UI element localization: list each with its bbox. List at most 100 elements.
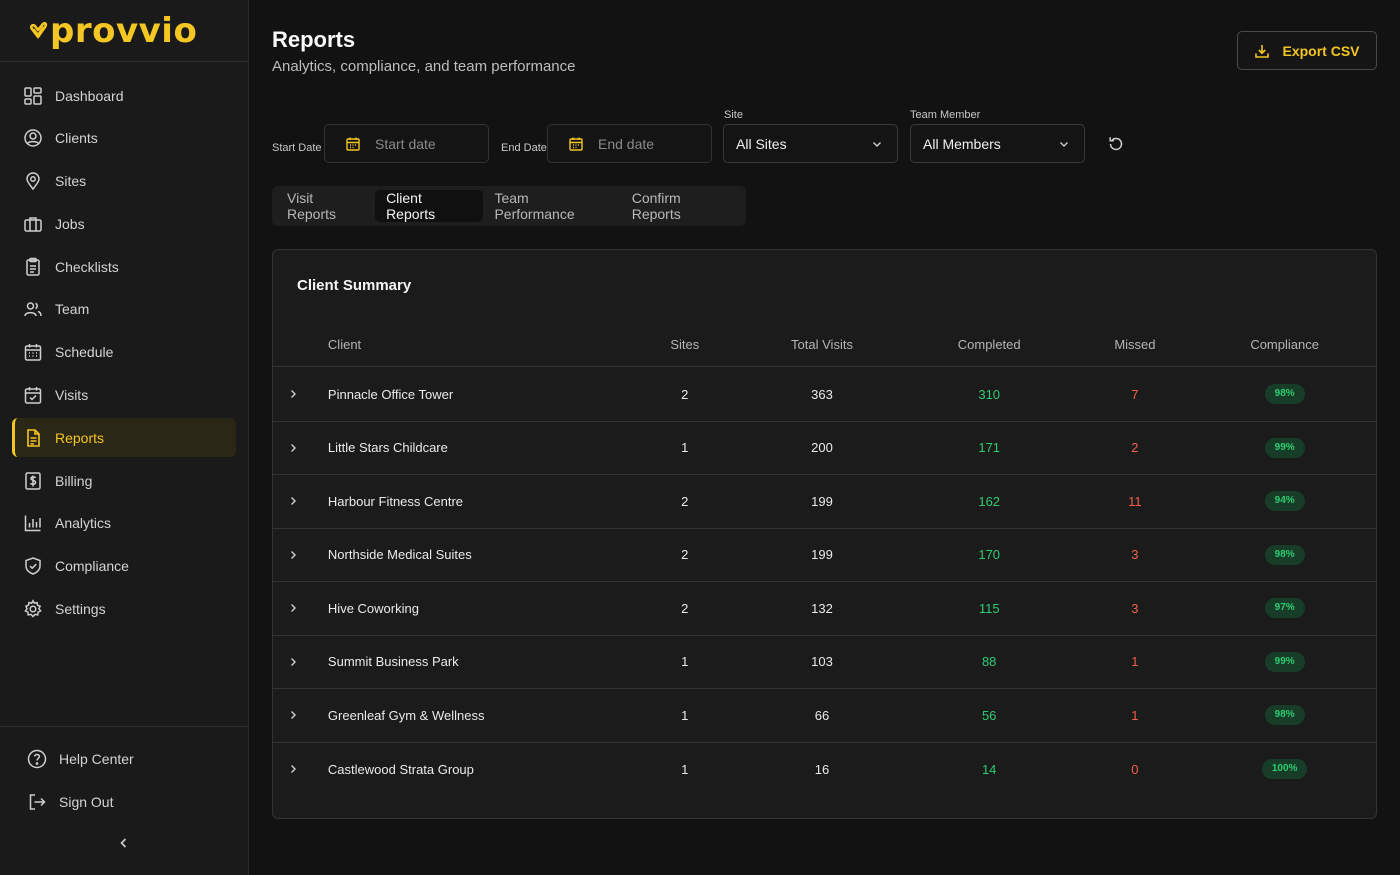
site-select[interactable]: All Sites — [723, 124, 898, 163]
end-date-input[interactable]: End date — [547, 124, 712, 163]
client-name: Summit Business Park — [327, 654, 459, 670]
download-icon — [1255, 44, 1270, 58]
client-name: Pinnacle Office Tower — [327, 386, 454, 402]
sidebar-item-checklists[interactable]: Checklists — [12, 247, 236, 286]
table-row[interactable]: Pinnacle Office Tower 2 363 310 7 98% — [273, 368, 1376, 422]
sidebar-item-sites[interactable]: Sites — [12, 162, 236, 201]
start-date-input[interactable]: Start date — [324, 124, 489, 163]
help-center-label: Help Center — [59, 750, 134, 767]
file-text-icon — [27, 429, 40, 447]
export-csv-button[interactable]: Export CSV — [1237, 31, 1377, 70]
column-header-completed: Completed — [957, 336, 1021, 352]
compliance-badge: 98% — [1264, 384, 1305, 405]
help-center-link[interactable]: Help Center — [0, 737, 248, 780]
chevron-down-icon — [873, 141, 881, 147]
logo-check-icon — [30, 21, 48, 38]
tab-confirm-reports[interactable]: Confirm Reports — [631, 190, 681, 222]
sidebar-item-billing[interactable]: Billing — [12, 461, 236, 500]
completed-count: 170 — [978, 547, 1001, 563]
sidebar-item-visits[interactable]: Visits — [12, 376, 236, 415]
sidebar-item-schedule[interactable]: Schedule — [12, 333, 236, 372]
expand-row-button[interactable] — [273, 549, 313, 561]
table-row[interactable]: Summit Business Park 1 103 88 1 99% — [273, 636, 1376, 689]
expand-row-button[interactable] — [273, 709, 313, 721]
expand-row-button[interactable] — [273, 442, 313, 454]
compliance-badge: 100% — [1261, 759, 1308, 780]
client-name: Greenleaf Gym & Wellness — [327, 707, 485, 723]
missed-count: 7 — [1131, 386, 1139, 402]
client-name: Hive Coworking — [327, 600, 419, 616]
sidebar-item-dashboard[interactable]: Dashboard — [12, 76, 236, 115]
briefcase-icon — [24, 217, 42, 232]
client-name: Northside Medical Suites — [327, 547, 472, 563]
sign-out-label: Sign Out — [59, 793, 114, 810]
dashboard-icon — [24, 86, 42, 105]
table-row[interactable]: Castlewood Strata Group 1 16 14 0 100% — [273, 743, 1376, 797]
sites-count: 2 — [681, 547, 689, 563]
sidebar-item-team[interactable]: Team — [12, 290, 236, 329]
completed-count: 56 — [981, 707, 997, 723]
sidebar-item-label: Visits — [55, 387, 89, 404]
sites-count: 2 — [681, 386, 689, 402]
sidebar-item-compliance[interactable]: Compliance — [12, 547, 236, 586]
compliance-badge: 99% — [1264, 651, 1305, 672]
sidebar-item-settings[interactable]: Settings — [12, 590, 236, 629]
total-visits: 16 — [814, 761, 830, 777]
tab-client-reports[interactable]: Client Reports — [375, 190, 484, 222]
table-row[interactable]: Greenleaf Gym & Wellness 1 66 56 1 98% — [273, 689, 1376, 743]
start-date-label: Start Date — [272, 142, 322, 154]
user-circle-icon — [24, 129, 42, 148]
map-pin-icon — [26, 172, 40, 191]
logo[interactable]: provvio — [0, 0, 248, 62]
completed-count: 162 — [978, 493, 1001, 509]
table-row[interactable]: Little Stars Childcare 1 200 171 2 99% — [273, 422, 1376, 475]
table-row[interactable]: Hive Coworking 2 132 115 3 97% — [273, 582, 1376, 636]
sign-out-button[interactable]: Sign Out — [0, 780, 248, 823]
export-csv-label: Export CSV — [1282, 42, 1360, 59]
expand-row-button[interactable] — [273, 656, 313, 668]
card-title: Client Summary — [297, 277, 412, 294]
compliance-badge: 97% — [1264, 598, 1305, 619]
chevron-right-icon — [290, 497, 296, 506]
sidebar-item-clients[interactable]: Clients — [12, 119, 236, 158]
sidebar-item-label: Clients — [55, 130, 98, 147]
reset-filters-button[interactable] — [1106, 134, 1126, 154]
expand-row-button[interactable] — [273, 763, 313, 775]
chevron-down-icon — [1060, 141, 1068, 147]
missed-count: 1 — [1131, 707, 1139, 723]
sidebar-item-label: Compliance — [55, 558, 129, 575]
brand-name: provvio — [50, 10, 198, 51]
table-row[interactable]: Northside Medical Suites 2 199 170 3 98% — [273, 529, 1376, 582]
table-header: Client Sites Total Visits Completed Miss… — [273, 322, 1376, 367]
sidebar-footer: Help Center Sign Out — [0, 726, 248, 848]
site-filter-label: Site — [724, 109, 743, 121]
expand-row-button[interactable] — [273, 602, 313, 614]
sites-count: 1 — [681, 654, 689, 670]
sites-count: 2 — [681, 493, 689, 509]
sidebar-item-analytics[interactable]: Analytics — [12, 504, 236, 543]
missed-count: 2 — [1131, 440, 1139, 456]
sidebar-item-jobs[interactable]: Jobs — [12, 204, 236, 243]
client-name: Castlewood Strata Group — [327, 761, 474, 777]
sidebar-item-reports[interactable]: Reports — [12, 418, 236, 458]
calendar-check-icon — [24, 387, 42, 404]
completed-count: 310 — [978, 386, 1001, 402]
calendar-icon — [24, 344, 42, 362]
completed-count: 14 — [981, 761, 997, 777]
total-visits: 200 — [811, 440, 833, 456]
client-summary-card: Client Summary Client Sites Total Visits… — [272, 249, 1377, 819]
column-header-total-visits: Total Visits — [791, 336, 853, 352]
table-row[interactable]: Harbour Fitness Centre 2 199 162 11 94% — [273, 475, 1376, 529]
sidebar-item-label: Checklists — [55, 258, 119, 275]
tab-visit-reports[interactable]: Visit Reports — [287, 190, 337, 222]
sidebar-item-label: Analytics — [55, 515, 112, 532]
site-select-value: All Sites — [736, 135, 787, 152]
expand-row-button[interactable] — [273, 495, 313, 507]
team-member-select[interactable]: All Members — [910, 124, 1085, 163]
tab-team-performance[interactable]: Team Performance — [494, 190, 575, 222]
compliance-badge: 98% — [1264, 705, 1305, 726]
completed-count: 88 — [981, 654, 997, 670]
expand-row-button[interactable] — [273, 388, 313, 400]
total-visits: 66 — [814, 707, 830, 723]
collapse-sidebar-button[interactable] — [114, 833, 134, 853]
